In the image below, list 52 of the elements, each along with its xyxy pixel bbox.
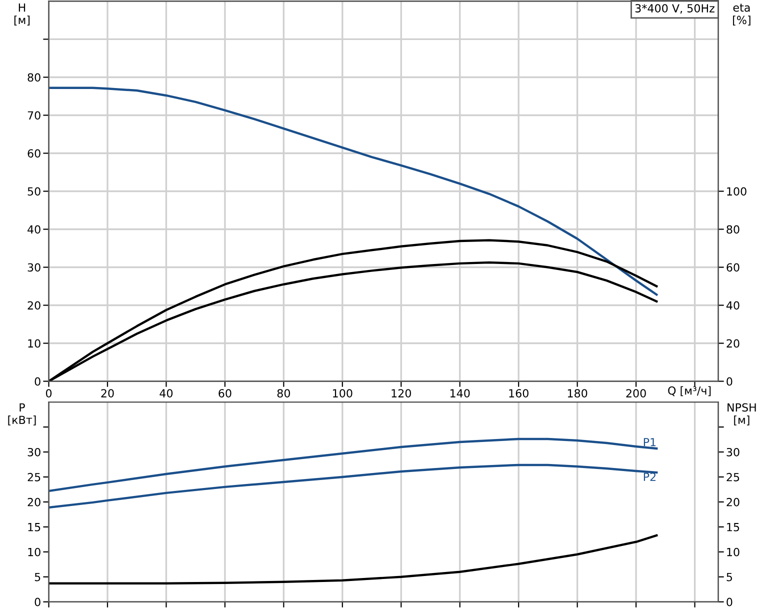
y2-tick-label: 0 <box>726 377 732 386</box>
y2-tick-label: 5 <box>726 572 732 582</box>
y-tick-label: 70 <box>28 111 40 120</box>
y-tick-label: 20 <box>28 498 40 506</box>
y-tick-label: 80 <box>28 73 40 82</box>
y-tick-label: 30 <box>28 263 40 272</box>
series-label: P2 <box>644 472 656 481</box>
x-tick-label: 80 <box>277 389 290 398</box>
y-tick-label: 60 <box>28 149 40 158</box>
x-tick-label: 40 <box>160 389 173 398</box>
y2-tick-label: 100 <box>727 187 746 196</box>
x-tick-label: 140 <box>450 389 470 398</box>
y2-tick-label: 40 <box>726 301 740 310</box>
y2-tick-label: 20 <box>726 339 740 348</box>
y2-tick-label: 20 <box>726 498 740 506</box>
x-tick-label: 180 <box>568 389 588 398</box>
x-tick-label: 60 <box>218 389 232 398</box>
y2-tick-label: 80 <box>726 225 740 234</box>
y-axis-title: H [м] <box>14 3 30 26</box>
y-tick-label: 20 <box>28 301 40 310</box>
y-axis-title: P [кВт] <box>8 403 36 426</box>
y2-tick-label: 10 <box>727 548 740 556</box>
x-tick-label: 0 <box>46 389 52 398</box>
chart-title: 3*400 V, 50Hz <box>635 4 714 14</box>
y2-tick-label: 15 <box>727 523 740 532</box>
x-tick-label: 100 <box>333 389 352 398</box>
y2-tick-label: 25 <box>726 472 740 482</box>
y-tick-label: 0 <box>34 377 40 386</box>
series-label: P1 <box>644 438 656 446</box>
y-tick-label: 5 <box>34 572 40 582</box>
y2-tick-label: 60 <box>726 263 740 272</box>
y-tick-label: 10 <box>28 339 40 348</box>
y-tick-label: 10 <box>28 548 40 556</box>
x-axis-title: Q [м³/ч] <box>668 386 711 396</box>
line-series <box>48 86 658 296</box>
line-series <box>48 464 658 509</box>
y-tick-label: 40 <box>28 225 40 234</box>
x-tick-label: 200 <box>626 389 646 398</box>
line-series <box>48 438 658 492</box>
y-tick-label: 30 <box>28 448 40 456</box>
y-tick-label: 0 <box>34 598 40 606</box>
y2-tick-label: 0 <box>726 598 732 606</box>
x-tick-label: 120 <box>392 389 411 398</box>
y-tick-label: 15 <box>28 523 40 532</box>
y2-axis-title: NPSH [м] <box>728 403 756 426</box>
x-tick-label: 20 <box>101 389 114 398</box>
line-series <box>48 534 658 584</box>
x-tick-label: 160 <box>509 389 528 398</box>
y-tick-label: 25 <box>28 472 40 482</box>
y2-tick-label: 30 <box>726 448 740 456</box>
y2-axis-title: eta [%] <box>733 4 750 26</box>
y-tick-label: 50 <box>28 187 40 196</box>
